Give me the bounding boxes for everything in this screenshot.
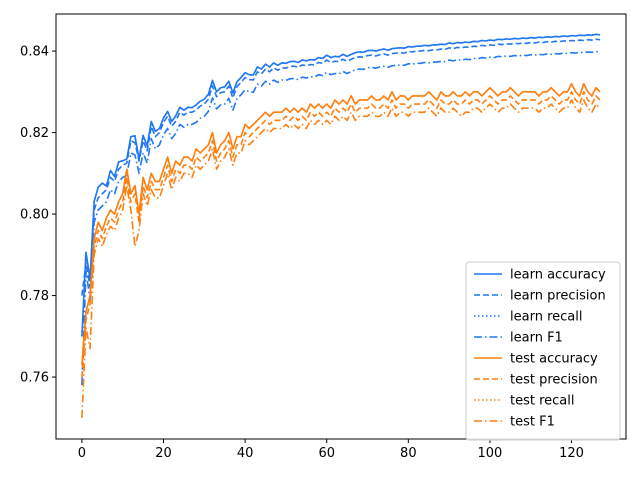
legend-label-learn-precision: learn precision: [510, 289, 606, 304]
legend: learn accuracy learn precision learn recal…: [465, 261, 621, 441]
x-tick-label: 100: [478, 446, 503, 461]
x-tick-label: 0: [78, 446, 86, 461]
x-tick-label: 120: [559, 446, 584, 461]
legend-box: [465, 261, 621, 441]
series-line-test-f1: [81, 99, 601, 418]
y-tick-label: 0.80: [20, 208, 49, 223]
legend-label-test-precision: test precision: [510, 373, 598, 388]
y-tick-label: 0.82: [20, 126, 49, 141]
x-tick-label: 80: [400, 446, 417, 461]
y-tick-label: 0.78: [20, 289, 49, 304]
legend-label-learn-accuracy: learn accuracy: [510, 268, 606, 283]
x-axis: 0 20 40 60 80 100 120: [78, 439, 584, 461]
legend-label-test-f1: test F1: [510, 415, 555, 430]
series-line-learn-recall: [81, 33, 601, 337]
y-tick-label: 0.84: [20, 45, 49, 60]
plot-frame: [55, 13, 627, 440]
series-line-test-accuracy: [81, 82, 601, 365]
legend-label-test-accuracy: test accuracy: [510, 352, 598, 367]
x-tick-label: 20: [155, 446, 172, 461]
x-tick-label: 60: [318, 446, 335, 461]
series-layer: [81, 33, 601, 418]
series-line-learn-precision: [81, 38, 601, 296]
legend-label-learn-recall: learn recall: [510, 310, 582, 325]
x-tick-label: 40: [237, 446, 254, 461]
series-line-learn-f1: [81, 50, 601, 386]
y-axis: 0.76 0.78 0.80 0.82 0.84: [20, 45, 56, 386]
y-tick-label: 0.76: [20, 371, 49, 386]
legend-label-test-recall: test recall: [510, 394, 575, 409]
legend-label-learn-f1: learn F1: [510, 331, 563, 346]
